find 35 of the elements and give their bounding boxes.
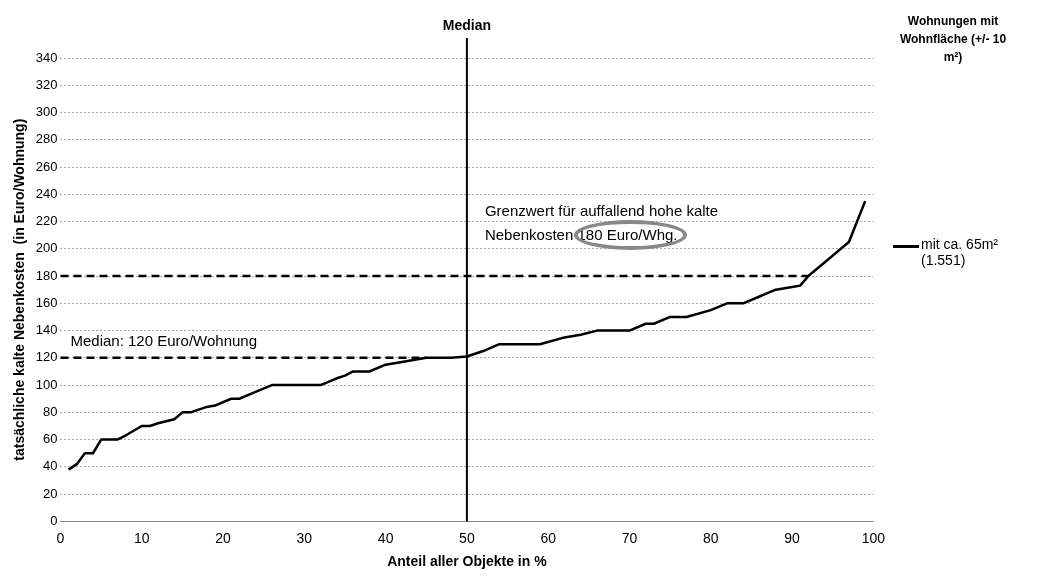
y-tick-label: 100: [35, 376, 58, 392]
x-tick-label: 70: [621, 529, 638, 546]
legend-label: mit ca. 65m² (1.551): [921, 236, 999, 268]
x-tick-label: 40: [377, 529, 394, 546]
y-tick-label: 240: [35, 185, 58, 201]
y-tick-label: 160: [35, 294, 58, 310]
y-tick-label: 260: [35, 158, 58, 174]
y-tick-label: 80: [43, 403, 58, 419]
x-tick-label: 30: [296, 529, 313, 546]
x-tick-label: 50: [459, 529, 475, 546]
x-tick-label: 60: [540, 529, 557, 546]
y-tick-label: 340: [35, 49, 58, 65]
x-tick-label: 20: [215, 529, 232, 546]
legend-title: Wohnungen mit Wohnfläche (+/- 10 m²): [898, 13, 1008, 66]
ref-line-label: Grenzwert für auffallend hohe kalte Nebenkosten 180 Euro/Whg.: [484, 202, 719, 244]
y-tick-label: 40: [43, 458, 58, 474]
y-tick-label: 20: [43, 485, 58, 501]
y-tick-label: 180: [35, 267, 58, 283]
y-tick-label: 320: [35, 76, 58, 92]
x-tick-label: 10: [133, 529, 150, 546]
x-axis-title: Anteil aller Objekte in %: [387, 553, 548, 570]
y-tick-label: 0: [50, 512, 58, 528]
y-tick-label: 60: [43, 431, 58, 447]
x-tick-label: 80: [702, 529, 719, 546]
y-tick-label: 220: [35, 213, 58, 229]
y-tick-label: 120: [35, 349, 58, 365]
ref-line-label: Median: 120 Euro/Wohnung: [70, 331, 258, 349]
ref-line-label: Median: [442, 17, 492, 33]
y-tick-label: 140: [35, 322, 58, 338]
y-tick-label: 200: [35, 240, 58, 256]
x-tick-label: 100: [861, 529, 886, 546]
y-axis-title: tatsächliche kalte Nebenkosten (in Euro/Wohnung): [11, 118, 28, 461]
y-tick-label: 280: [35, 131, 58, 147]
x-tick-label: 90: [784, 529, 801, 546]
y-tick-label: 300: [35, 104, 58, 120]
